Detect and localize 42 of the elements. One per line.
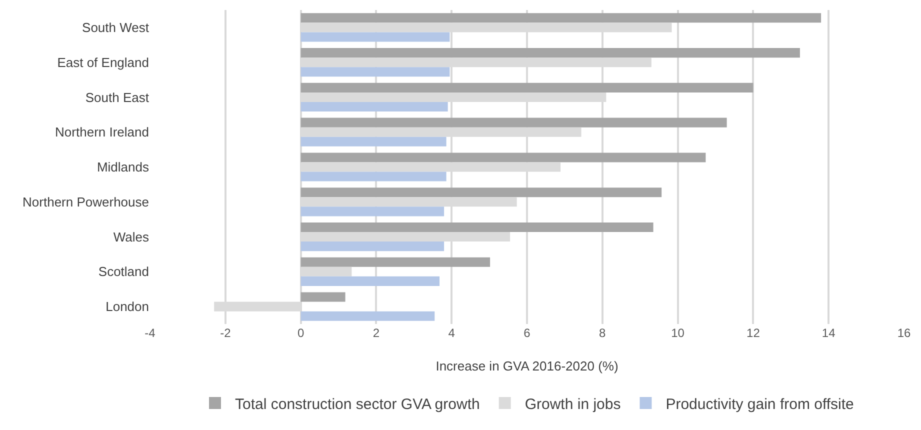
y-tick-label: Northern Ireland [55,124,149,140]
y-tick-label: South West [82,20,150,35]
x-tick-label: -2 [220,326,232,340]
bar [300,102,448,112]
bar [300,32,450,42]
x-tick-label: 10 [671,326,685,340]
y-tick-label: Wales [113,229,150,244]
bar [300,242,444,252]
bar [300,222,654,232]
x-axis-title: Increase in GVA 2016-2020 (%) [436,358,618,374]
y-tick-label: Scotland [98,264,149,280]
y-tick-label: Midlands [96,160,150,175]
x-tick-label: 12 [746,326,760,340]
x-tick-label: 0 [297,326,304,340]
legend-label: Total construction sector GVA growth [235,396,480,413]
x-tick-label: 16 [897,326,911,340]
legend-label: Growth in jobs [524,396,621,413]
bar [300,13,822,23]
bar [300,172,446,182]
bar [300,67,450,77]
x-tick-label: 14 [822,326,836,340]
bar [300,188,662,198]
bar [300,206,444,216]
bar [300,48,800,58]
x-tick-label: 6 [524,326,531,340]
y-tick-label: East of England [57,54,149,70]
bar [300,276,440,286]
y-tick-label: Northern Powerhouse [22,194,149,210]
x-tick-label: 4 [448,326,456,340]
bar [300,152,706,162]
bar [300,118,727,128]
x-tick-label: 2 [372,326,380,340]
bar [300,82,754,92]
bar [300,311,435,321]
x-tick-label: 8 [599,326,606,340]
bar [300,257,490,267]
bar [300,136,446,146]
bar [300,292,346,302]
legend-label: Productivity gain from offsite [666,396,854,413]
y-tick-label: London [106,299,149,314]
x-tick-label: -4 [144,326,156,340]
y-tick-label: South East [85,90,150,105]
